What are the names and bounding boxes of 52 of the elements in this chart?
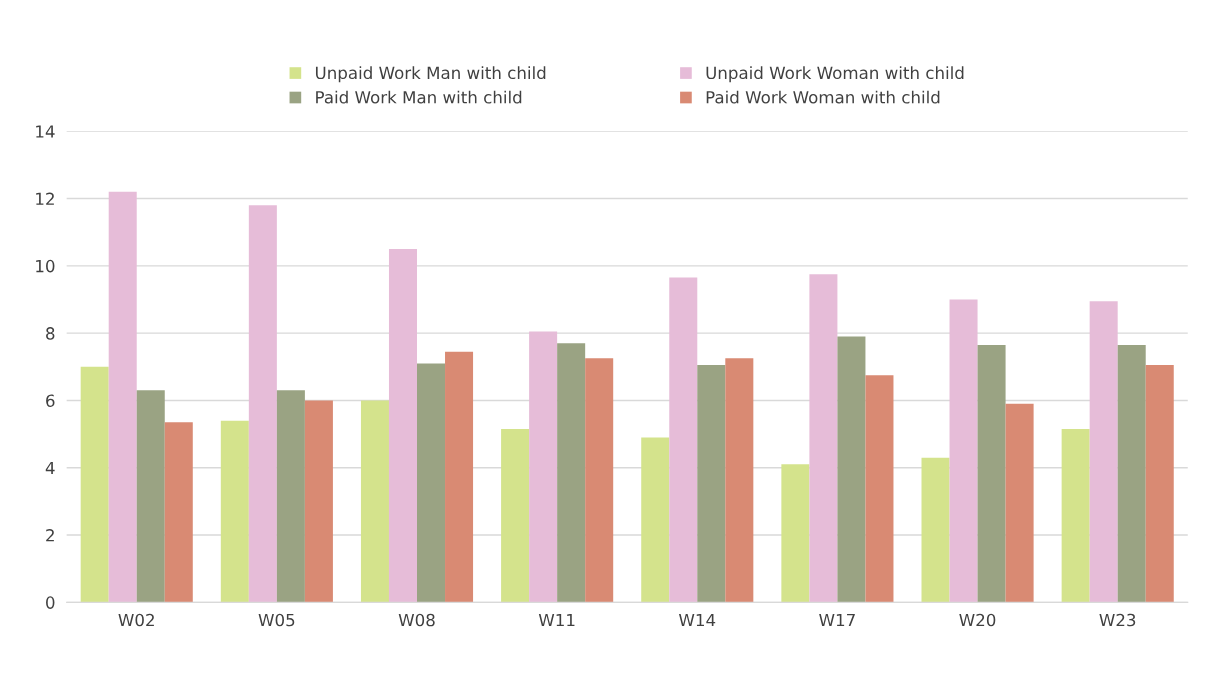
bar [529,331,558,603]
bar [1089,301,1118,603]
bar [1117,344,1146,603]
bar [697,365,726,603]
bar [1145,365,1174,603]
bar [501,429,530,603]
y-tick-label: 10 [36,259,55,273]
bar [781,464,810,603]
bar [1061,429,1090,603]
legend-label: Paid Work Woman with child [706,90,940,104]
bar [220,420,249,603]
y-tick-label: 0 [46,596,55,609]
y-tick-label: 12 [36,192,54,205]
bar [557,343,586,603]
bar [164,422,193,603]
bar [304,400,333,603]
x-tick-label: W14 [678,613,716,627]
bar [1005,403,1034,603]
x-tick-label: W20 [959,613,996,627]
x-tick-label: W23 [1099,613,1136,627]
x-tick-label: W02 [118,613,154,627]
bar [837,336,866,603]
legend-label: Unpaid Work Man with child [315,66,546,83]
bar [809,274,838,603]
y-tick-label: 4 [45,461,55,475]
bar [276,390,305,603]
bar [949,299,978,603]
bar [865,375,894,603]
bar [641,437,670,603]
bar [136,390,165,603]
bar [248,205,277,603]
x-tick-label: W11 [538,613,575,627]
y-tick-label: 8 [46,327,55,340]
bar [360,400,389,603]
y-tick-label: 14 [36,125,55,138]
legend-label: Paid Work Man with child [316,90,522,104]
bar [585,358,614,603]
y-tick-label: 2 [46,529,54,542]
bar [388,249,417,603]
bar [417,363,446,603]
bar [921,457,950,603]
x-tick-label: W08 [398,613,435,627]
bar [108,191,137,603]
bar [669,277,698,603]
bar [977,344,1006,603]
bar [445,351,474,603]
x-tick-label: W17 [819,613,855,627]
bar [80,366,109,603]
legend-label: Unpaid Work Woman with child [706,66,964,83]
bar [725,358,754,603]
x-tick-label: W05 [258,613,295,627]
y-tick-label: 6 [46,394,55,407]
